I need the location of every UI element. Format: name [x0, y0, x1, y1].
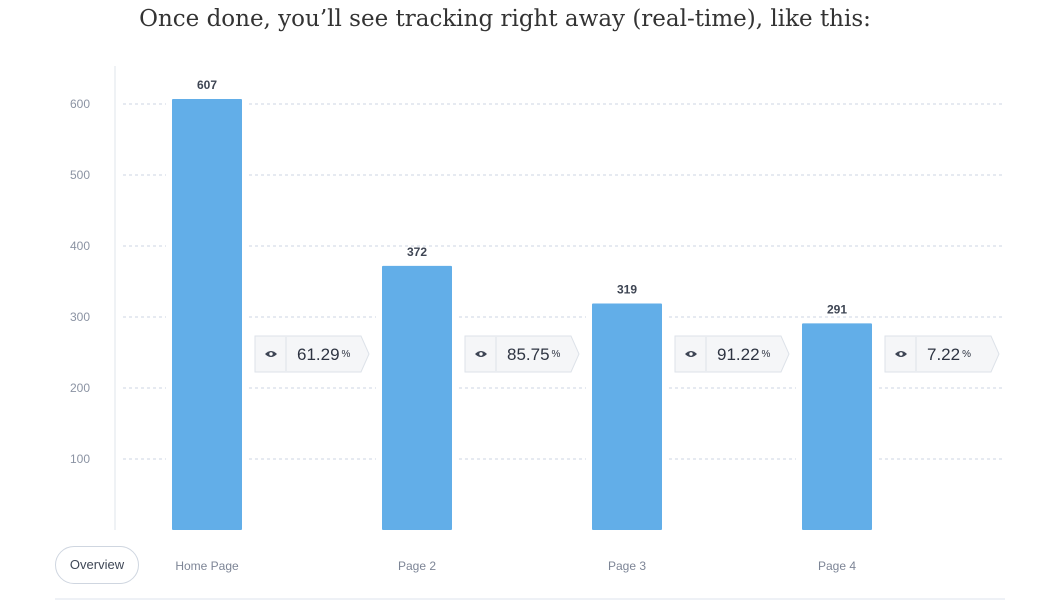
- bar: [382, 265, 452, 530]
- conversion-rate: 91.22%: [717, 345, 771, 364]
- bar: [802, 323, 872, 530]
- eye-pupil: [479, 352, 483, 356]
- y-tick-label: 300: [70, 310, 90, 324]
- eye-pupil: [269, 352, 273, 356]
- bar: [172, 99, 242, 530]
- y-tick-label: 400: [70, 239, 90, 253]
- bar-value-label: 372: [407, 245, 427, 259]
- category-label: Page 3: [608, 559, 646, 573]
- y-tick-label: 600: [70, 97, 90, 111]
- category-label: Page 2: [398, 559, 436, 573]
- bar-value-label: 607: [197, 78, 217, 92]
- category-label: Home Page: [175, 559, 239, 573]
- bar: [592, 303, 662, 530]
- bar-value-label: 291: [827, 302, 847, 316]
- overview-button[interactable]: Overview: [55, 546, 139, 584]
- y-tick-label: 200: [70, 381, 90, 395]
- eye-pupil: [899, 352, 903, 356]
- conversion-badge: [884, 335, 1000, 373]
- conversion-badge: [674, 335, 790, 373]
- category-label: Page 4: [818, 559, 856, 573]
- conversion-rate: 61.29%: [297, 345, 351, 364]
- eye-pupil: [689, 352, 693, 356]
- y-tick-label: 100: [70, 452, 90, 466]
- conversion-rate: 85.75%: [507, 345, 561, 364]
- bar-value-label: 319: [617, 283, 637, 297]
- page-caption: Once done, you’ll see tracking right awa…: [139, 6, 871, 32]
- chart-svg: 100 200 300 400 500 600 607 372 319 291 61.29% 85.7…: [70, 66, 1005, 573]
- conversion-badge: [464, 335, 580, 373]
- conversion-rate: 7.22%: [927, 345, 971, 364]
- funnel-bar-chart: 100 200 300 400 500 600 607 372 319 291 61.29% 85.7…: [55, 66, 1005, 598]
- y-tick-label: 500: [70, 168, 90, 182]
- conversion-badge: [254, 335, 370, 373]
